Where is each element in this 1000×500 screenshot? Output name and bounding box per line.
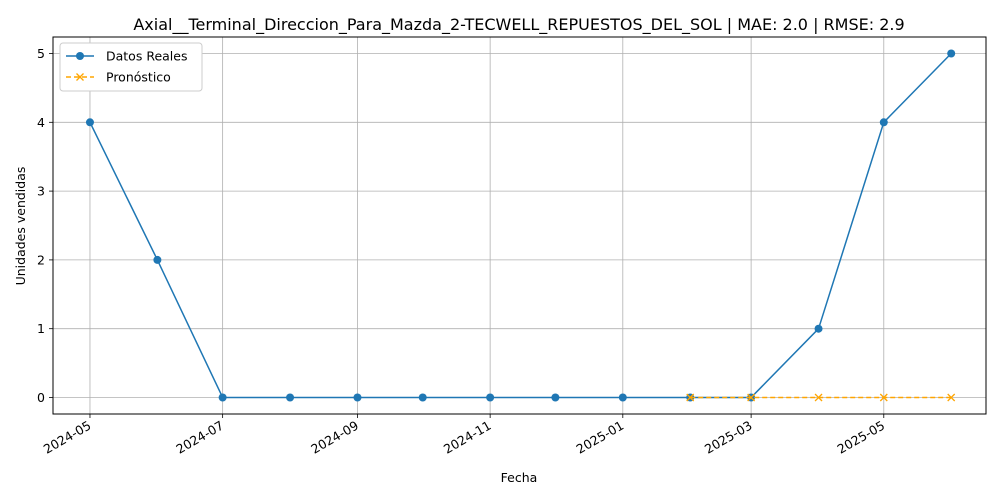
series-line-0 (89, 52, 952, 399)
legend-frame (59, 42, 203, 92)
data-point (418, 393, 427, 402)
legend: Datos Reales Pronóstico (59, 42, 203, 92)
x-tick-label: 2024-09 (308, 418, 361, 457)
y-tick-label: 5 (37, 46, 45, 61)
data-point (947, 49, 956, 58)
legend-label-pronostico: Pronóstico (106, 70, 171, 85)
x-tick-label: 2025-05 (835, 418, 888, 457)
y-tick-label: 2 (37, 252, 45, 267)
x-axis-ticks: 2024-05 2024-07 2024-09 2024-11 2025-01 2025-… (41, 414, 888, 457)
y-tick-label: 0 (37, 390, 45, 405)
legend-marker-datos-reales (76, 52, 84, 60)
data-point (218, 393, 227, 402)
x-tick-label: 2025-03 (702, 418, 755, 457)
data-point (85, 118, 94, 127)
y-tick-label: 3 (37, 184, 45, 199)
data-point (353, 393, 362, 402)
legend-label-datos-reales: Datos Reales (106, 49, 187, 64)
x-tick-label: 2024-07 (173, 418, 226, 457)
series-group (85, 49, 956, 402)
y-tick-label: 4 (37, 115, 45, 130)
y-axis-label: Unidades vendidas (13, 167, 28, 286)
data-point (286, 393, 295, 402)
x-tick-label: 2025-01 (574, 418, 627, 457)
y-tick-label: 1 (37, 321, 45, 336)
x-axis-label: Fecha (501, 470, 538, 485)
data-point (551, 393, 560, 402)
grid-lines (53, 37, 986, 414)
x-tick-label: 2024-11 (441, 418, 494, 457)
forecast-point (686, 393, 695, 402)
data-point (486, 393, 495, 402)
forecast-point (947, 393, 956, 402)
chart-title: Axial__Terminal_Direccion_Para_Mazda_2-T… (133, 15, 904, 35)
forecast-point (747, 393, 756, 402)
forecast-point (879, 393, 888, 402)
data-point (879, 118, 888, 127)
legend-marker-pronostico (76, 73, 84, 81)
data-point (153, 255, 162, 264)
x-tick-label: 2024-05 (41, 418, 94, 457)
forecast-point (814, 393, 823, 402)
plot-area-frame (52, 36, 987, 415)
data-point (814, 324, 823, 333)
data-point (618, 393, 627, 402)
y-axis-ticks: 0 1 2 3 4 5 (37, 46, 53, 405)
